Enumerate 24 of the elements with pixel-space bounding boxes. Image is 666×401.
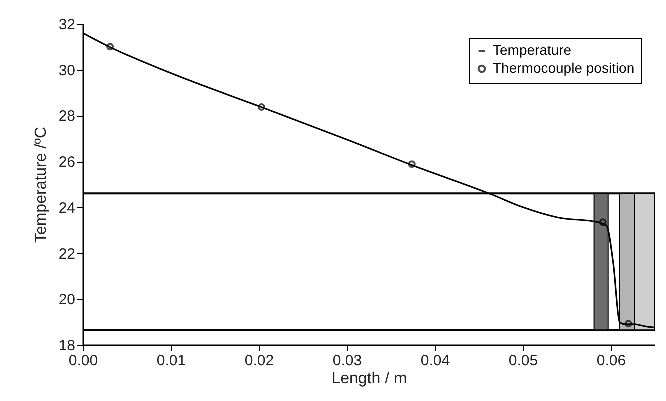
point <box>599 218 607 226</box>
legend-label: Thermocouple position <box>493 60 635 76</box>
y-tick-label: 18 <box>58 338 76 354</box>
point <box>106 43 114 51</box>
point <box>408 160 416 168</box>
x-tick-label: 0.05 <box>508 352 538 370</box>
y-tick-label: 22 <box>58 246 76 263</box>
x-tick-label: 0.06 <box>596 352 626 370</box>
x-tick-label: 0.01 <box>156 352 186 370</box>
x-tick-label: 0.02 <box>244 352 274 370</box>
x-tick-label: 0.03 <box>332 352 362 370</box>
legend-label: Temperature <box>493 42 572 58</box>
y-tick-label: 28 <box>58 108 76 126</box>
point <box>258 103 266 111</box>
y-axis-title: Temperature /ºC <box>32 126 50 244</box>
y-tick-label: 24 <box>58 200 76 217</box>
y-tick-label: 30 <box>58 62 76 80</box>
y-tick-label: 26 <box>58 154 76 172</box>
x-tick-label: 0.04 <box>420 352 450 370</box>
x-axis-title: Length / m <box>332 370 408 388</box>
x-tick-label: 0.00 <box>68 352 98 370</box>
point <box>624 320 632 328</box>
y-tick-label: 32 <box>58 16 76 34</box>
y-tick-label: 20 <box>58 292 76 309</box>
